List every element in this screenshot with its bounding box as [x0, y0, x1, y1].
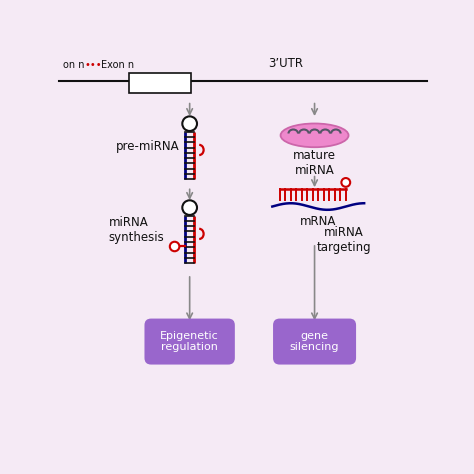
Text: pre-miRNA: pre-miRNA [116, 140, 180, 153]
Text: on n: on n [63, 60, 84, 70]
Circle shape [341, 178, 350, 187]
Text: miRNA
synthesis: miRNA synthesis [109, 216, 164, 244]
FancyBboxPatch shape [145, 319, 235, 365]
Text: •••: ••• [85, 60, 102, 70]
Text: mature
miRNA: mature miRNA [293, 149, 336, 177]
Text: gene
silencing: gene silencing [290, 331, 339, 352]
Ellipse shape [281, 124, 348, 147]
Circle shape [182, 201, 197, 215]
Text: miRNA
targeting: miRNA targeting [317, 226, 371, 254]
Text: mRNA: mRNA [300, 215, 337, 228]
Text: 3’UTR: 3’UTR [269, 57, 304, 70]
Text: Exon n: Exon n [101, 60, 135, 70]
FancyBboxPatch shape [273, 319, 356, 365]
Text: Epigenetic
regulation: Epigenetic regulation [160, 331, 219, 352]
FancyBboxPatch shape [129, 73, 191, 93]
Circle shape [170, 242, 179, 251]
Circle shape [182, 117, 197, 131]
